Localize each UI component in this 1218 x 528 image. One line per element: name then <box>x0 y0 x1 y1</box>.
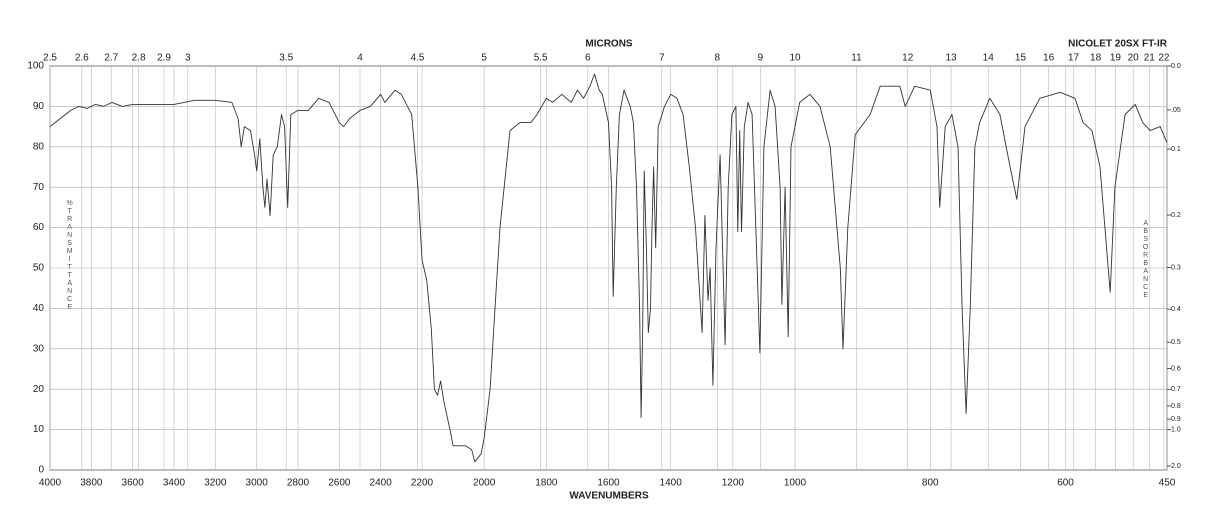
y-tick-label: 50 <box>33 263 45 274</box>
x2-tick-label: 5.5 <box>534 53 548 64</box>
x-tick-label: 1200 <box>722 478 745 489</box>
x2-tick-label: 3 <box>185 53 191 64</box>
x-tick-label: 1400 <box>660 478 683 489</box>
x2-tick-label: 10 <box>789 53 801 64</box>
x-tick-label: 600 <box>1057 478 1074 489</box>
x2-tick-label: 2.8 <box>132 53 146 64</box>
y2-tick-label: 0.3 <box>1171 264 1181 271</box>
x2-tick-label: 2.7 <box>104 53 118 64</box>
y-tick-label: 20 <box>33 384 45 395</box>
y-tick-label: 30 <box>33 343 45 354</box>
x2-tick-label: 2.5 <box>43 53 57 64</box>
x-tick-label: 2200 <box>411 478 434 489</box>
y-tick-label: 10 <box>33 424 45 435</box>
x2-tick-label: 8 <box>715 53 721 64</box>
x-tick-label: 2400 <box>370 478 393 489</box>
y-axis-label: %TRANSMITTANCE <box>66 200 73 312</box>
y2-tick-label: 0.5 <box>1171 339 1181 346</box>
y2-axis-label: ABSORBANCE <box>1142 220 1149 300</box>
x2-tick-label: 20 <box>1128 53 1140 64</box>
x2-tick-label: 14 <box>983 53 995 64</box>
y-tick-label: 80 <box>33 141 45 152</box>
x2-tick-label: 4 <box>357 53 363 64</box>
y-tick-label: 100 <box>27 61 44 72</box>
y2-tick-label: 0.0 <box>1171 63 1181 70</box>
x2-tick-label: 19 <box>1110 53 1122 64</box>
x2-tick-label: 11 <box>851 53 862 64</box>
y-tick-label: 0 <box>38 465 44 476</box>
x2-tick-label: 2.9 <box>157 53 171 64</box>
x2-tick-label: 2.6 <box>75 53 89 64</box>
x2-axis-label: MICRONS <box>585 39 633 50</box>
y2-tick-label: 0.7 <box>1171 386 1181 393</box>
x2-tick-label: 15 <box>1015 53 1027 64</box>
x2-tick-label: 3.5 <box>279 53 293 64</box>
annotation: NICOLET 20SX FT-IR <box>1068 39 1168 50</box>
y-tick-label: 40 <box>33 303 45 314</box>
x2-tick-label: 12 <box>902 53 914 64</box>
x-tick-label: 2600 <box>328 478 351 489</box>
x-tick-label: 3400 <box>163 478 186 489</box>
y-tick-label: 70 <box>33 182 45 193</box>
y2-tick-label: 1.0 <box>1171 426 1181 433</box>
y-tick-label: 60 <box>33 222 45 233</box>
y2-tick-label: 0.4 <box>1171 306 1181 313</box>
x-tick-label: 3200 <box>204 478 227 489</box>
spectrum-line <box>49 73 1168 463</box>
x-tick-label: 2800 <box>287 478 310 489</box>
x-tick-label: 1800 <box>535 478 558 489</box>
x-tick-label: 3800 <box>80 478 103 489</box>
x2-tick-label: 6 <box>585 53 591 64</box>
x2-tick-label: 17 <box>1068 53 1080 64</box>
x2-tick-label: 18 <box>1090 53 1102 64</box>
x2-tick-label: 7 <box>659 53 665 64</box>
x2-tick-label: 5 <box>481 53 487 64</box>
y2-tick-label: 2.0 <box>1171 463 1181 470</box>
x2-tick-label: 16 <box>1043 53 1055 64</box>
x-tick-label: 3000 <box>246 478 269 489</box>
x2-tick-label: 13 <box>946 53 958 64</box>
y-tick-label: 90 <box>33 101 45 112</box>
y2-tick-label: 0.9 <box>1171 416 1181 423</box>
x2-tick-label: 4.5 <box>410 53 424 64</box>
y2-tick-label: 0.6 <box>1171 365 1181 372</box>
y2-tick-label: 0.2 <box>1171 212 1181 219</box>
x2-tick-label: 9 <box>758 53 764 64</box>
y2-tick-label: 0.8 <box>1171 403 1181 410</box>
x-tick-label: 450 <box>1159 478 1176 489</box>
x2-tick-label: 21 <box>1144 53 1156 64</box>
x-tick-label: 1000 <box>784 478 807 489</box>
x-tick-label: 3600 <box>122 478 145 489</box>
x-tick-label: 1600 <box>597 478 620 489</box>
y2-tick-label: .05 <box>1171 107 1181 114</box>
y2-tick-label: 0.1 <box>1171 146 1181 153</box>
x-tick-label: 800 <box>922 478 939 489</box>
x-tick-label: 2000 <box>473 478 496 489</box>
x-axis-label: WAVENUMBERS <box>569 491 649 502</box>
x2-tick-label: 22 <box>1158 53 1170 64</box>
x-tick-label: 4000 <box>39 478 62 489</box>
